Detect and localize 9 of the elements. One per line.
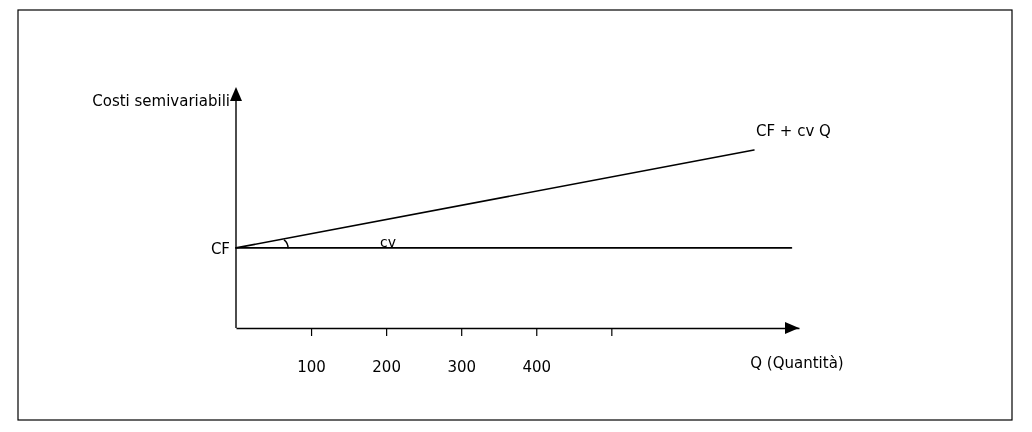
series-label: CF	[210, 239, 230, 258]
x-tick-label: 100	[297, 357, 326, 376]
series-label: CF + cv Q	[755, 122, 831, 140]
x-tick-label: 300	[447, 357, 477, 376]
y-axis-title: Costi semivariabili	[92, 92, 230, 110]
x-axis-title: Q (Quantità)	[750, 354, 844, 372]
annotation: cv	[380, 234, 396, 250]
x-tick-label: 400	[522, 357, 552, 376]
x-tick-label: 200	[372, 357, 401, 376]
